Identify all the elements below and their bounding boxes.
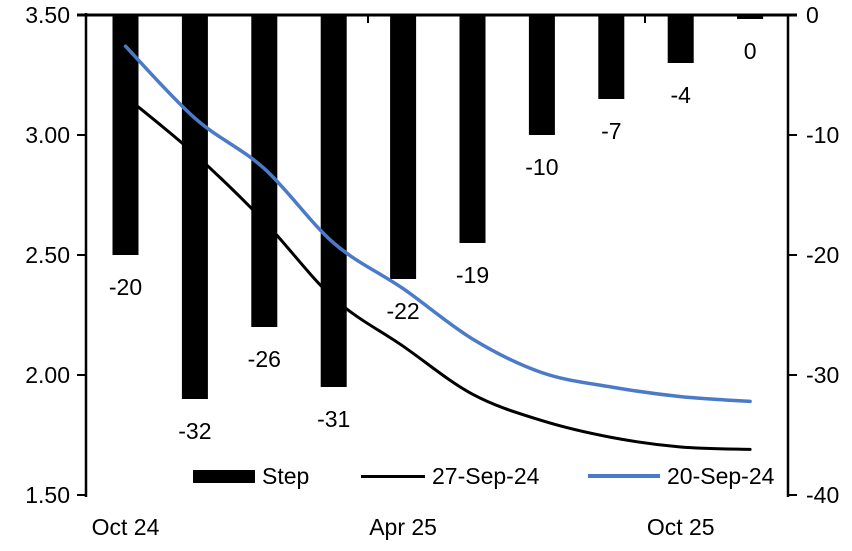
step-bar: [320, 15, 347, 387]
bar-value-label: -4: [670, 82, 691, 108]
step-bar: [112, 15, 139, 255]
left-axis-tick-label: 2.50: [25, 242, 70, 268]
bar-value-label: 0: [744, 38, 757, 64]
bar-value-label: -31: [317, 406, 350, 432]
step-bar: [528, 15, 555, 135]
x-axis-label: Oct 24: [92, 514, 160, 540]
bar-value-label: -20: [109, 274, 142, 300]
step-bar: [459, 15, 486, 243]
step-bar: [737, 15, 764, 19]
series-line-20-sep-24: [123, 44, 752, 404]
bar-value-label: -26: [248, 346, 281, 372]
right-axis-tick-label: -40: [806, 482, 839, 508]
x-axis-label: Apr 25: [369, 514, 437, 540]
left-axis-tick-label: 1.50: [25, 482, 70, 508]
right-axis-tick-label: -10: [806, 122, 839, 148]
x-axis-label: Oct 25: [647, 514, 715, 540]
bar-value-label: -19: [456, 262, 489, 288]
right-axis-tick-label: -20: [806, 242, 839, 268]
step-bar: [598, 15, 625, 99]
left-axis-tick-label: 3.00: [25, 122, 70, 148]
bar-value-label: -7: [601, 118, 621, 144]
right-axis-tick-label: -30: [806, 362, 839, 388]
step-bar: [667, 15, 694, 63]
bar-value-label: -10: [525, 154, 558, 180]
left-axis-tick-label: 3.50: [25, 2, 70, 28]
bar-value-label: -22: [386, 298, 419, 324]
step-bar: [251, 15, 278, 327]
left-axis-tick-label: 2.00: [25, 362, 70, 388]
right-axis-tick-label: 0: [806, 2, 819, 28]
bar-value-label: -32: [178, 418, 211, 444]
step-bar: [390, 15, 417, 279]
step-bar: [181, 15, 208, 399]
series-line-27-sep-24: [124, 95, 752, 451]
